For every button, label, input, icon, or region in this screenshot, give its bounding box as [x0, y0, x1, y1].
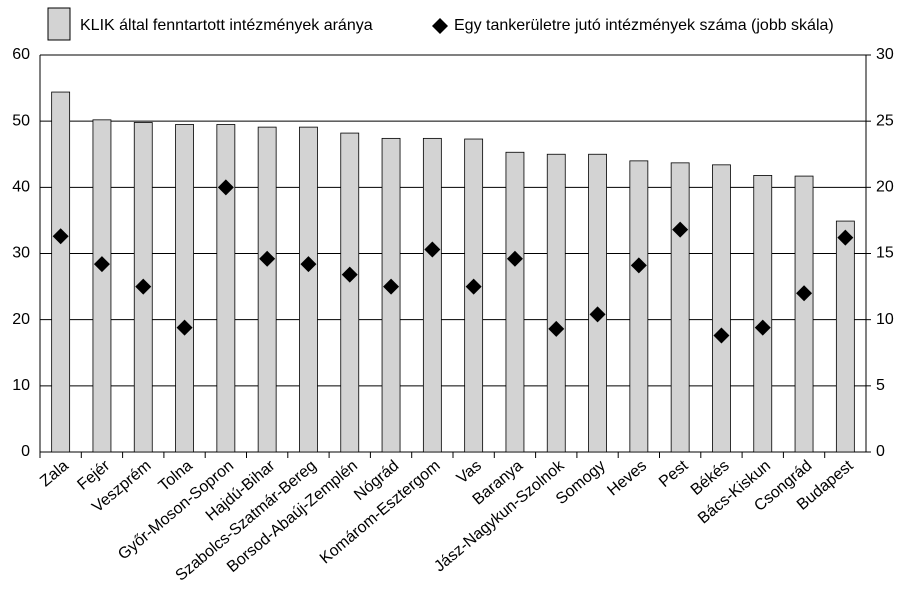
- diamond-marker: [506, 250, 523, 267]
- y-tick-label: 40: [12, 179, 30, 196]
- x-tick-label: Vas: [454, 457, 485, 487]
- y2-tick-label: 5: [876, 377, 885, 394]
- bar: [175, 124, 194, 453]
- bar: [257, 126, 277, 453]
- diamond-marker: [93, 256, 110, 273]
- bar: [835, 220, 855, 453]
- diamond-marker: [589, 306, 606, 323]
- x-tick-label: Heves: [604, 457, 650, 499]
- diamond-marker: [796, 285, 813, 302]
- diamond-marker: [383, 278, 400, 295]
- diamond-marker: [465, 278, 482, 295]
- bar: [505, 151, 525, 453]
- y-tick-label: 30: [12, 245, 30, 262]
- y-tick-label: 0: [21, 443, 30, 460]
- bar: [92, 119, 112, 453]
- legend-label: Egy tankerületre jutó intézmények száma …: [454, 17, 834, 34]
- bar: [794, 175, 814, 453]
- diamond-marker: [341, 266, 358, 283]
- bar: [464, 138, 484, 453]
- y-tick-label: 50: [12, 112, 30, 129]
- y2-tick-label: 20: [876, 179, 894, 196]
- bar: [588, 153, 607, 453]
- legend-swatch: [47, 7, 71, 41]
- bar: [422, 137, 442, 453]
- diamond-marker: [424, 241, 441, 258]
- y-tick-label: 60: [12, 46, 30, 63]
- y2-tick-label: 30: [876, 46, 894, 63]
- diamond-marker: [754, 319, 771, 336]
- y2-tick-label: 15: [876, 245, 894, 262]
- diamond-marker: [837, 229, 854, 246]
- y-tick-label: 10: [12, 377, 30, 394]
- y2-tick-label: 10: [876, 311, 894, 328]
- bar: [753, 175, 773, 453]
- diamond-marker: [300, 256, 317, 273]
- diamond-marker: [548, 320, 565, 337]
- diamond-marker: [52, 228, 69, 245]
- diamond-marker: [176, 319, 193, 336]
- bar: [629, 160, 649, 453]
- diamond-marker: [713, 327, 730, 344]
- diamond-marker: [630, 257, 647, 274]
- legend-label: KLIK által fenntartott intézmények arány…: [80, 17, 373, 34]
- bar: [51, 91, 71, 453]
- bar: [340, 132, 360, 453]
- x-tick-label: Zala: [37, 457, 72, 490]
- bar: [299, 126, 318, 453]
- diamond-marker: [217, 179, 234, 196]
- y-tick-label: 20: [12, 311, 30, 328]
- diamond-marker: [135, 278, 152, 295]
- bar: [546, 153, 566, 453]
- diamond-marker: [259, 250, 276, 267]
- y2-tick-label: 25: [876, 112, 894, 129]
- bar: [670, 162, 690, 453]
- legend-marker: [432, 18, 448, 34]
- bar: [381, 137, 401, 453]
- bar: [712, 164, 731, 453]
- y2-tick-label: 0: [876, 443, 885, 460]
- bar: [216, 124, 236, 453]
- diamond-marker: [672, 221, 689, 238]
